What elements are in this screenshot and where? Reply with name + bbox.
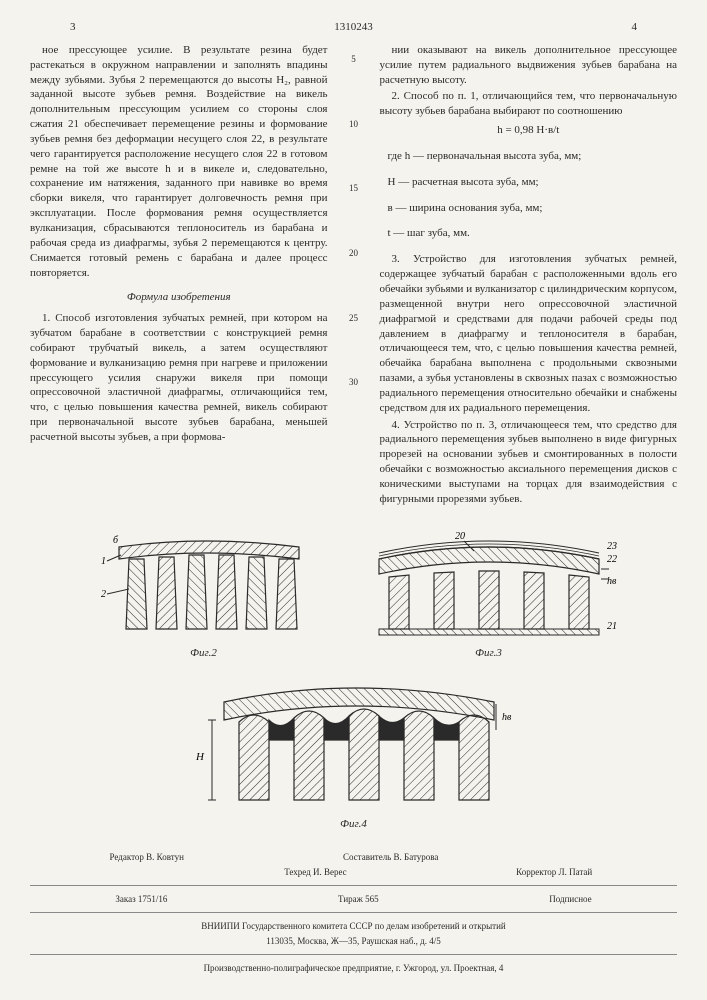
figure-3: 20 23 22 hв 21 Фиг.3 [359,529,619,661]
svg-text:20: 20 [455,531,465,542]
text-columns: ное прессующее усилие. В результате рези… [30,43,677,509]
figure-2: б 1 2 Фиг.2 [89,529,319,661]
svg-text:23: 23 [607,541,617,552]
label-b: б [113,535,119,546]
footer: Редактор В. Ковтун Составитель В. Батуро… [30,850,677,975]
right-p2: 2. Способ по п. 1, отличающийся тем, что… [380,89,678,119]
label-1: 1 [101,556,106,567]
svg-text:hв: hв [502,712,512,723]
footer-line3: Производственно-полиграфическое предприя… [30,961,677,975]
figure-4: H hв Фиг.4 [184,670,524,832]
fig4-label: Фиг.4 [340,817,367,832]
page-header: 3 1310243 4 [30,20,677,35]
formula: h = 0,98 H·в/t [380,123,678,138]
fig-row-top: б 1 2 Фиг.2 [89,529,619,661]
footer-row1: Редактор В. Ковтун Составитель В. Батуро… [30,850,677,864]
footer-line2: 113035, Москва, Ж—35, Раушская наб., д. … [30,934,677,948]
footer-row3: Заказ 1751/16 Тираж 565 Подписное [30,892,677,906]
fig2-svg: б 1 2 [89,529,319,644]
right-p3: 3. Устройство для изготовления зубчатых … [380,252,678,415]
left-column: ное прессующее усилие. В результате рези… [30,43,328,509]
where4: t — шаг зуба, мм. [388,226,678,241]
formula-title: Формула изобретения [30,290,328,305]
fig4-svg: H hв [184,670,524,815]
footer-line1: ВНИИПИ Государственного комитета СССР по… [30,919,677,933]
left-p2: 1. Способ изготовления зубчатых ремней, … [30,311,328,445]
line-numbers: 5 10 15 20 25 30 [346,43,362,509]
footer-row2: Техред И. Верес Корректор Л. Патай [30,865,677,879]
label-2: 2 [101,589,106,600]
right-p1: нии оказывают на викель дополнительное п… [380,43,678,88]
svg-text:hв: hв [607,576,617,587]
svg-text:H: H [195,751,205,763]
page-right: 4 [632,20,638,35]
page-center: 1310243 [76,20,632,35]
where3: в — ширина основания зуба, мм; [388,201,678,216]
where1: где h — первоначальная высота зуба, мм; [388,149,678,164]
left-p1: ное прессующее усилие. В результате рези… [30,43,328,281]
figures-block: б 1 2 Фиг.2 [30,529,677,833]
fig3-svg: 20 23 22 hв 21 [359,529,619,644]
svg-text:21: 21 [607,621,617,632]
where2: Н — расчетная высота зуба, мм; [388,175,678,190]
right-p4: 4. Устройство по п. 3, отличающееся тем,… [380,418,678,507]
svg-text:22: 22 [607,554,617,565]
fig3-label: Фиг.3 [475,646,502,661]
right-column: нии оказывают на викель дополнительное п… [380,43,678,509]
fig2-label: Фиг.2 [190,646,217,661]
